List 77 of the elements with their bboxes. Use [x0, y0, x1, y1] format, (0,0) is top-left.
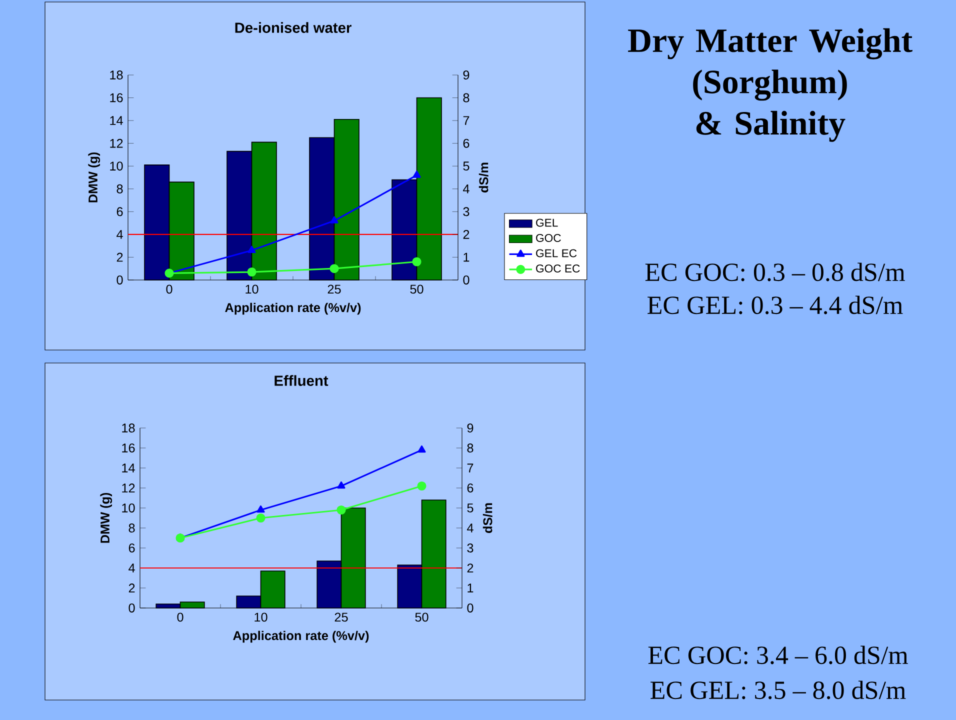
y2-tick-label: 5 — [467, 504, 474, 512]
y-tick-label: 14 — [110, 116, 123, 125]
point — [256, 505, 265, 513]
x-tick-label: 10 — [254, 612, 268, 622]
y-tick-label: 16 — [110, 93, 123, 102]
y2-tick-label: 5 — [463, 162, 470, 171]
y2-tick-label: 9 — [463, 70, 470, 80]
x-tick-label: 50 — [410, 284, 424, 294]
y-tick-label: 0 — [128, 604, 135, 612]
y2-tick-label: 8 — [463, 93, 470, 102]
y-tick-label: 4 — [128, 564, 135, 572]
y2-tick-label: 3 — [467, 544, 474, 552]
y-tick-label: 2 — [116, 252, 123, 262]
point — [337, 481, 346, 489]
y-tick-label: 14 — [122, 464, 135, 472]
y2-tick-label: 6 — [463, 138, 470, 148]
x-tick-label: 0 — [166, 284, 172, 294]
x-axis-title: Application rate (%v/v) — [233, 630, 369, 643]
y-tick-label: 4 — [116, 230, 123, 239]
point — [412, 170, 421, 178]
chart-title: Effluent — [274, 375, 328, 386]
x-tick-label: 10 — [246, 284, 258, 294]
point — [256, 513, 266, 523]
point — [330, 264, 339, 274]
y2-tick-label: 2 — [463, 230, 470, 239]
point — [330, 216, 338, 224]
y-tick-label: 2 — [128, 584, 135, 592]
y2-tick-label: 3 — [463, 207, 470, 216]
y2-tick-label: 4 — [463, 184, 470, 194]
y2-tick-label: 8 — [467, 444, 474, 452]
legend-label: GEL EC — [536, 249, 577, 258]
y2-tick-label: 4 — [467, 524, 474, 532]
chart-title: De-ionised water — [235, 22, 352, 33]
y2-tick-label: 1 — [464, 252, 470, 262]
y-tick-label: 0 — [116, 276, 123, 284]
x-tick-label: 0 — [177, 612, 184, 622]
y-tick-label: 8 — [116, 184, 123, 194]
text: EC GEL: 0.3 – 4.4 dS/m — [648, 296, 903, 314]
y-tick-label: 6 — [128, 544, 135, 552]
text: EC GOC: 0.3 – 0.8 dS/m — [645, 262, 905, 282]
text: EC GEL: 3.5 – 8.0 dS/m — [650, 680, 906, 700]
legend-label: GOC EC — [536, 264, 580, 272]
y-axis-title: DMW (g) — [88, 152, 100, 202]
y-tick-label: 18 — [122, 424, 135, 432]
y2-tick-label: 2 — [467, 564, 474, 572]
x-tick-label: 25 — [334, 612, 348, 622]
point — [336, 505, 346, 515]
y-tick-label: 6 — [116, 207, 123, 216]
point — [248, 246, 256, 254]
x-axis-title: Application rate (%v/v) — [225, 302, 361, 315]
y-tick-label: 18 — [110, 70, 123, 80]
y-axis-title: DMW (g) — [100, 492, 112, 543]
y-tick-label: 12 — [122, 484, 135, 492]
y2-tick-label: 7 — [463, 116, 470, 125]
text: EC GOC: 3.4 – 6.0 dS/m — [648, 646, 908, 664]
y2-tick-label: 0 — [467, 604, 474, 612]
point — [417, 481, 426, 491]
point — [247, 267, 256, 277]
y2-tick-label: 7 — [467, 464, 474, 472]
y2-tick-label: 1 — [468, 584, 474, 592]
y2-tick-label: 6 — [467, 484, 474, 492]
y2-tick-label: 0 — [463, 276, 470, 284]
y2-axis-title: dS/m — [482, 503, 492, 533]
y-tick-label: 16 — [122, 444, 135, 452]
point — [412, 257, 422, 266]
y-tick-label: 10 — [110, 162, 123, 171]
x-tick-label: 25 — [328, 284, 341, 294]
y2-axis-title: dS/m — [478, 162, 488, 192]
legend-label: GEL — [536, 218, 558, 227]
y-tick-label: 8 — [128, 524, 135, 532]
text: Dry Matter Weight (Sorghum) & Salinity — [628, 28, 912, 142]
y-tick-label: 10 — [122, 504, 135, 512]
x-tick-label: 50 — [415, 612, 428, 622]
y-tick-label: 12 — [110, 138, 123, 148]
point — [418, 445, 426, 453]
y2-tick-label: 9 — [467, 424, 474, 432]
legend-label: GOC — [536, 234, 561, 242]
